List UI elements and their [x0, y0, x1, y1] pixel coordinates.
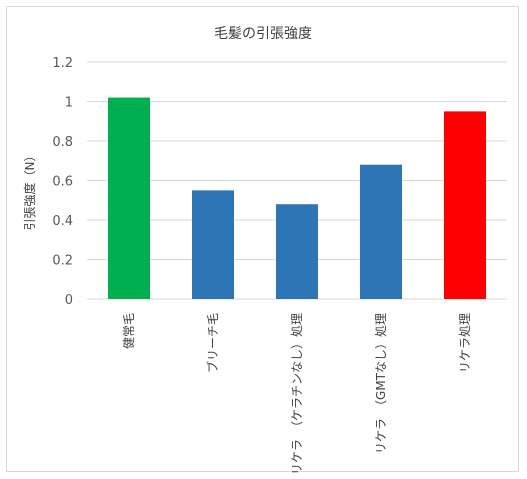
y-tick-label: 0.4: [52, 214, 73, 229]
y-tick-label: 1: [65, 96, 73, 111]
x-tick-label: リケラ （ケラチンなし）処理: [290, 313, 304, 473]
bar: [192, 190, 234, 299]
chart-container: 毛髪の引張強度 引張強度（N） 0 0.2 0.4 0.6 0.8 1 1.2 健常毛 ブリー…: [6, 6, 519, 475]
y-tick-label: 0.8: [52, 135, 73, 150]
chart-title: 毛髪の引張強度: [214, 26, 312, 42]
bar: [360, 164, 402, 299]
bar: [444, 111, 486, 299]
x-tick-label: 健常毛: [122, 313, 136, 349]
x-tick-label: ブリーチ毛: [205, 313, 220, 373]
y-tick-label: 0: [65, 293, 73, 308]
y-tick-label: 0.6: [52, 175, 73, 190]
x-tick-label: リケラ処理: [458, 313, 472, 373]
x-tick-label: リケラ （GMTなし）処理: [374, 313, 388, 454]
y-tick-label: 0.2: [52, 254, 73, 269]
bar-chart: 毛髪の引張強度 引張強度（N） 0 0.2 0.4 0.6 0.8 1 1.2 健常毛 ブリー…: [22, 26, 507, 475]
bar: [108, 97, 150, 299]
y-axis-title: 引張強度（N）: [22, 150, 37, 231]
bars: [108, 97, 486, 299]
x-axis-ticks: 健常毛 ブリーチ毛 リケラ （ケラチンなし）処理 リケラ （GMTなし）処理 リケラ処理: [122, 313, 472, 475]
bar: [276, 204, 318, 299]
y-tick-label: 1.2: [52, 56, 73, 71]
y-axis-ticks: 0 0.2 0.4 0.6 0.8 1 1.2: [52, 56, 73, 308]
